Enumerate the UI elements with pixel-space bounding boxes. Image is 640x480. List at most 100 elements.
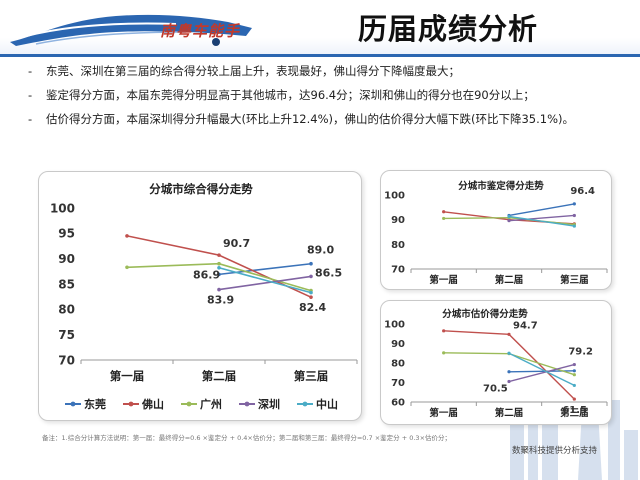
y-tick-label: 75 — [58, 328, 75, 342]
data-point — [309, 261, 313, 266]
y-tick-label: 80 — [391, 240, 405, 251]
appraisal-score-chart-svg: 分城市鉴定得分走势 70 80 90 100 第一届 第二届 第三届 96.4 — [384, 180, 608, 286]
data-point — [507, 219, 511, 223]
data-point — [572, 362, 576, 367]
y-tick-label: 100 — [384, 191, 405, 202]
y-tick-label: 100 — [384, 320, 405, 331]
legend-marker — [244, 401, 250, 407]
legend-label: 东莞 — [84, 397, 106, 411]
legend-marker — [128, 401, 134, 407]
data-point — [309, 295, 313, 299]
y-tick-label: 80 — [391, 359, 405, 370]
data-point — [217, 253, 221, 257]
data-point — [125, 234, 129, 238]
legend-label: 佛山 — [141, 397, 164, 411]
data-point — [309, 290, 313, 295]
appraisal-score-chart: 分城市鉴定得分走势 70 80 90 100 第一届 第二届 第三届 96.4 — [380, 170, 612, 290]
x-tick-label: 第二届 — [495, 407, 524, 419]
series-line-中山 — [508, 352, 575, 387]
data-point — [572, 369, 576, 373]
valuation-score-chart: 分城市估价得分走势 60 70 80 90 100 第一届 第二届 第三届 94.7 70.5 79.… — [380, 300, 612, 425]
legend-label: 中山 — [316, 397, 338, 411]
data-point — [507, 214, 511, 219]
valuation-score-chart-svg: 分城市估价得分走势 60 70 80 90 100 第一届 第二届 第三届 94.7 70.5 79.… — [384, 308, 608, 419]
data-label: 61.5 — [562, 405, 587, 416]
header-rule — [0, 54, 640, 57]
x-tick-label: 第二届 — [202, 369, 237, 383]
data-point — [572, 373, 576, 377]
data-point — [442, 351, 446, 355]
x-tick-label: 第一届 — [429, 407, 458, 419]
data-label: 89.0 — [307, 244, 334, 257]
valuation-chart-title: 分城市估价得分走势 — [442, 308, 528, 320]
bullet-text: 鉴定得分方面，本届东莞得分明显高于其他城市，达96.4分；深圳和佛山的得分也在9… — [46, 88, 535, 102]
data-label: 82.4 — [299, 301, 326, 314]
series-line-中山 — [218, 267, 312, 294]
legend-label: 广州 — [200, 397, 222, 411]
bullet-item: - 鉴定得分方面，本届东莞得分明显高于其他城市，达96.4分；深圳和佛山的得分也… — [28, 88, 628, 103]
data-point — [507, 379, 511, 384]
data-point — [217, 261, 221, 266]
page-title: 历届成绩分析 — [358, 12, 539, 46]
composite-score-chart: 分城市综合得分走势 70 75 80 85 90 95 100 第一届 第二届 第三届 90.7 86.… — [38, 171, 362, 421]
data-point — [572, 224, 576, 228]
series-line-东莞 — [508, 203, 575, 217]
x-tick-label: 第三届 — [560, 407, 589, 419]
bullet-item: - 东莞、深圳在第三届的综合得分较上届上升，表现最好，佛山得分下降幅度最大； — [28, 64, 628, 79]
bullet-text: 估价得分方面，本届深圳得分升幅最大(环比上升12.4%)，佛山的估价得分大幅下跌… — [46, 112, 575, 126]
data-point — [507, 332, 511, 336]
data-point — [442, 329, 446, 333]
data-label: 83.9 — [207, 294, 234, 307]
data-point — [442, 216, 446, 221]
legend-marker — [186, 401, 192, 407]
legend-marker — [70, 401, 76, 407]
composite-chart-title: 分城市综合得分走势 — [149, 182, 253, 196]
data-label: 70.5 — [483, 384, 508, 395]
y-tick-label: 70 — [58, 353, 75, 367]
bullet-text: 东莞、深圳在第三届的综合得分较上届上升，表现最好，佛山得分下降幅度最大； — [46, 64, 460, 78]
y-tick-label: 70 — [391, 378, 405, 389]
series-line-佛山 — [443, 330, 575, 400]
data-point — [507, 351, 511, 355]
data-point — [217, 287, 221, 292]
data-label: 86.5 — [315, 266, 342, 279]
x-tick-label: 第三届 — [560, 274, 589, 286]
x-tick-label: 第二届 — [495, 274, 524, 286]
footnote: 备注：1.综合分计算方法说明：第一届：最终得分=0.6 ×鉴定分 + 0.4×估… — [42, 434, 452, 442]
data-point — [442, 210, 446, 214]
y-tick-label: 90 — [391, 339, 405, 350]
bullet-list: - 东莞、深圳在第三届的综合得分较上届上升，表现最好，佛山得分下降幅度最大； -… — [28, 64, 628, 136]
y-tick-label: 100 — [50, 201, 75, 215]
y-tick-label: 70 — [391, 265, 405, 276]
data-point — [507, 370, 511, 374]
y-tick-label: 90 — [391, 215, 405, 226]
data-label: 94.7 — [513, 320, 538, 331]
data-point — [217, 272, 221, 277]
composite-score-chart-svg: 分城市综合得分走势 70 75 80 85 90 95 100 第一届 第二届 第三届 90.7 86.… — [50, 182, 358, 411]
series-line-深圳 — [218, 275, 312, 291]
legend-marker — [302, 401, 308, 407]
credit: 数聚科技提供分析支持 — [512, 446, 598, 456]
appraisal-chart-title: 分城市鉴定得分走势 — [458, 180, 544, 192]
data-point — [572, 397, 576, 401]
y-tick-label: 90 — [58, 252, 75, 266]
series-line-深圳 — [508, 363, 575, 383]
bullet-item: - 估价得分方面，本届深圳得分升幅最大(环比上升12.4%)，佛山的估价得分大幅… — [28, 112, 628, 127]
x-tick-label: 第三届 — [294, 369, 329, 383]
series-line-中山 — [508, 215, 575, 227]
data-point — [125, 265, 129, 270]
y-tick-label: 95 — [58, 227, 75, 241]
data-label: 96.4 — [570, 186, 595, 197]
data-point — [572, 213, 576, 218]
data-label: 90.7 — [223, 237, 250, 250]
data-label: 79.2 — [568, 347, 593, 358]
data-label: 86.9 — [193, 268, 220, 281]
data-point — [217, 265, 221, 270]
logo — [10, 14, 252, 46]
y-tick-label: 60 — [391, 398, 405, 409]
logo-text: 南粤车能手 — [160, 22, 241, 40]
y-tick-label: 80 — [58, 303, 75, 317]
x-tick-label: 第一届 — [429, 274, 458, 286]
x-tick-label: 第一届 — [110, 369, 145, 383]
series-line-东莞 — [218, 262, 312, 276]
